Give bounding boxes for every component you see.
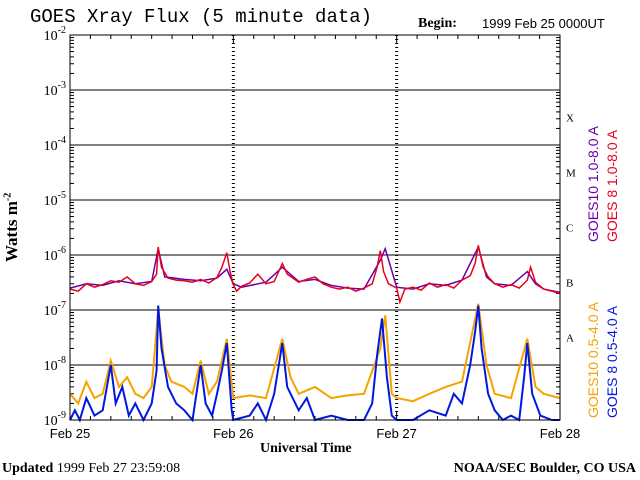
y-tick-label: 10-2 [44, 25, 66, 44]
flare-class-label: A [566, 333, 574, 345]
flare-class-label: B [566, 278, 573, 290]
y-tick-label: 10-8 [44, 355, 66, 374]
series-line [69, 245, 561, 305]
updated-label: Updated [2, 461, 54, 476]
chart-title: GOES Xray Flux (5 minute data) [30, 6, 373, 28]
x-tick-labels: Feb 25 Feb 26 Feb 27 Feb 28 [50, 426, 580, 441]
y-tick-labels: 10-2 10-3 10-4 10-5 10-6 10-7 10-8 10-9 [44, 25, 66, 429]
series-line [69, 305, 560, 423]
begin-value: 1999 Feb 25 0000UT [482, 16, 605, 31]
legend-goes8-long: GOES 8 1.0-8.0 A [604, 129, 620, 242]
flare-class-label: X [566, 113, 574, 125]
x-axis-label: Universal Time [260, 441, 352, 456]
flare-class-label: C [566, 223, 573, 235]
y-tick-label: 10-7 [44, 300, 66, 319]
series-line [69, 303, 561, 406]
footer-source: NOAA/SEC Boulder, CO USA [453, 461, 636, 476]
y-axis-label: Watts m-2 [2, 192, 21, 262]
x-tick-label: Feb 25 [50, 426, 90, 441]
footer-updated: Updated 1999 Feb 27 23:59:08 [2, 461, 180, 477]
y-axis-label-exponent: -2 [2, 192, 14, 202]
y-tick-label: 10-4 [44, 135, 66, 154]
flare-class-label: M [566, 168, 576, 180]
flare-class-labels: X M C B A [566, 113, 576, 345]
updated-value: 1999 Feb 27 23:59:08 [56, 461, 181, 476]
plot-frame [69, 34, 561, 421]
legend-goes10-short: GOES10 0.5-4.0 A [585, 302, 601, 418]
x-tick-label: Feb 27 [376, 426, 416, 441]
begin-label: Begin: [418, 16, 457, 31]
legend-goes10-long: GOES10 1.0-8.0 A [585, 126, 601, 242]
y-tick-label: 10-5 [44, 190, 66, 209]
y-tick-label: 10-9 [44, 410, 66, 429]
series-group [69, 244, 561, 423]
x-tick-label: Feb 26 [213, 426, 253, 441]
y-tick-label: 10-6 [44, 245, 66, 264]
x-tick-label: Feb 28 [540, 426, 580, 441]
legend-goes8-short: GOES 8 0.5-4.0 A [604, 305, 620, 418]
y-tick-label: 10-3 [44, 80, 66, 99]
